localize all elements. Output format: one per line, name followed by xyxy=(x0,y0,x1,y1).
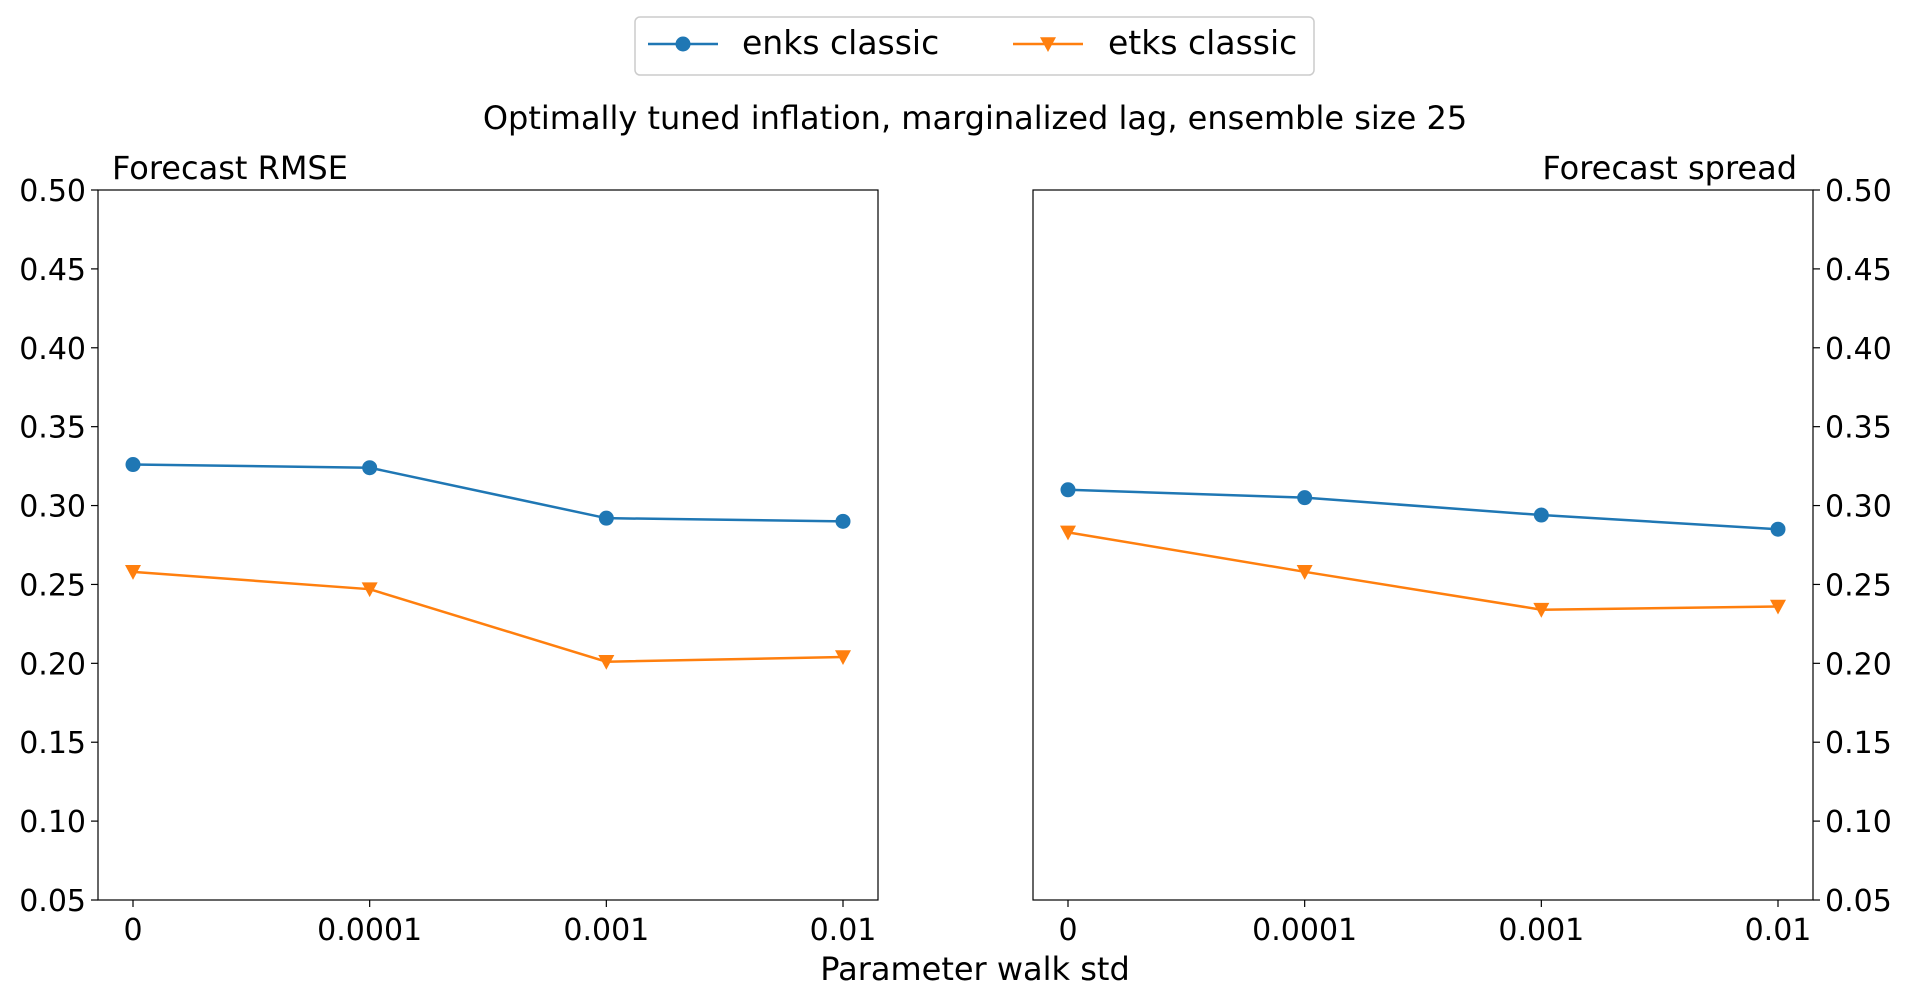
y-tick-label-spread: 0.35 xyxy=(1825,411,1892,446)
y-tick-label-rmse: 0.30 xyxy=(19,490,86,525)
legend-entry-enks[interactable]: enks classic xyxy=(648,23,939,62)
data-point-etks-spread xyxy=(1296,565,1313,580)
data-point-enks-spread xyxy=(1770,521,1786,537)
legend-marker-etks xyxy=(1040,37,1056,52)
x-tick-label-rmse: 0.001 xyxy=(563,913,649,948)
y-tick-label-spread: 0.15 xyxy=(1825,726,1892,761)
y-tick-label-rmse: 0.40 xyxy=(19,332,86,367)
panel-title-left: Forecast RMSE xyxy=(112,149,348,187)
y-tick-label-rmse: 0.35 xyxy=(19,411,86,446)
y-tick-label-spread: 0.40 xyxy=(1825,332,1892,367)
y-tick-label-spread: 0.05 xyxy=(1825,884,1892,919)
data-point-enks-spread xyxy=(1533,507,1549,523)
plot-area-left: 0.05 0.10 0.15 0.20 0.25 0.30 0.35 0.40 0.45 0.50… xyxy=(19,174,879,948)
data-point-etks-spread xyxy=(1533,602,1550,618)
data-point-enks-spread xyxy=(1060,482,1076,498)
legend: enks classic etks classic xyxy=(634,16,1315,76)
y-tick-label-spread: 0.45 xyxy=(1825,253,1892,288)
x-tick-label-spread: 0.001 xyxy=(1498,913,1584,948)
y-tick-label-spread: 0.20 xyxy=(1825,647,1892,682)
plot-area-right: 0.05 0.10 0.15 0.20 0.25 0.30 0.35 0.40 0.45 0.50… xyxy=(1032,174,1892,948)
series-line-etks-spread xyxy=(1067,531,1779,611)
axes-frame-spread xyxy=(1032,189,1814,901)
legend-label-enks: enks classic xyxy=(742,23,939,62)
y-tick-label-spread: 0.30 xyxy=(1825,490,1892,525)
panel-forecast-spread: Forecast spread 0.05 0.10 0.15 0.20 0.25 0.30… xyxy=(1032,149,1892,948)
data-point-etks-rmse xyxy=(125,565,141,580)
axes-frame-rmse xyxy=(97,189,879,901)
data-point-enks-rmse xyxy=(835,513,851,529)
data-point-etks-rmse xyxy=(598,654,615,670)
y-tick-label-rmse: 0.05 xyxy=(19,884,86,919)
y-tick-label-rmse: 0.45 xyxy=(19,253,86,288)
y-tick-label-rmse: 0.50 xyxy=(19,174,86,209)
y-tick-label-rmse: 0.15 xyxy=(19,726,86,761)
legend-frame xyxy=(634,16,1315,76)
panel-title-right: Forecast spread xyxy=(1542,149,1797,187)
legend-entry-etks[interactable]: etks classic xyxy=(1013,23,1297,62)
data-point-etks-spread xyxy=(1060,525,1076,541)
series-line-enks-spread xyxy=(1067,488,1779,531)
x-axis-label: Parameter walk std xyxy=(820,950,1130,986)
figure-suptitle: Optimally tuned inflation, marginalized … xyxy=(483,99,1467,137)
y-tick-label-rmse: 0.10 xyxy=(19,805,86,840)
data-point-etks-rmse xyxy=(361,582,378,598)
y-tick-label-spread: 0.10 xyxy=(1825,805,1892,840)
x-tick-label-spread: 0.0001 xyxy=(1252,913,1357,948)
x-tick-label-spread: 0.01 xyxy=(1745,913,1812,948)
x-tick-label-rmse: 0.0001 xyxy=(317,913,422,948)
x-tick-label-rmse: 0.01 xyxy=(810,913,877,948)
series-line-enks-rmse xyxy=(132,463,844,523)
data-point-etks-spread xyxy=(1770,599,1786,615)
legend-marker-enks xyxy=(675,36,691,52)
data-point-enks-rmse xyxy=(125,457,141,473)
y-tick-label-spread: 0.25 xyxy=(1825,568,1892,603)
data-point-etks-rmse xyxy=(835,650,851,666)
y-tick-label-rmse: 0.25 xyxy=(19,568,86,603)
data-point-enks-rmse xyxy=(362,460,378,476)
legend-label-etks: etks classic xyxy=(1108,23,1297,62)
data-point-enks-rmse xyxy=(598,510,614,526)
series-line-etks-rmse xyxy=(132,570,844,664)
y-tick-label-spread: 0.50 xyxy=(1825,174,1892,209)
y-tick-label-rmse: 0.20 xyxy=(19,647,86,682)
x-tick-label-rmse: 0 xyxy=(123,913,142,948)
panel-forecast-rmse: Forecast RMSE 0.050.100.150.200.250.300.… xyxy=(19,149,879,948)
data-point-enks-spread xyxy=(1297,490,1313,506)
x-tick-label-spread: 0 xyxy=(1058,913,1077,948)
